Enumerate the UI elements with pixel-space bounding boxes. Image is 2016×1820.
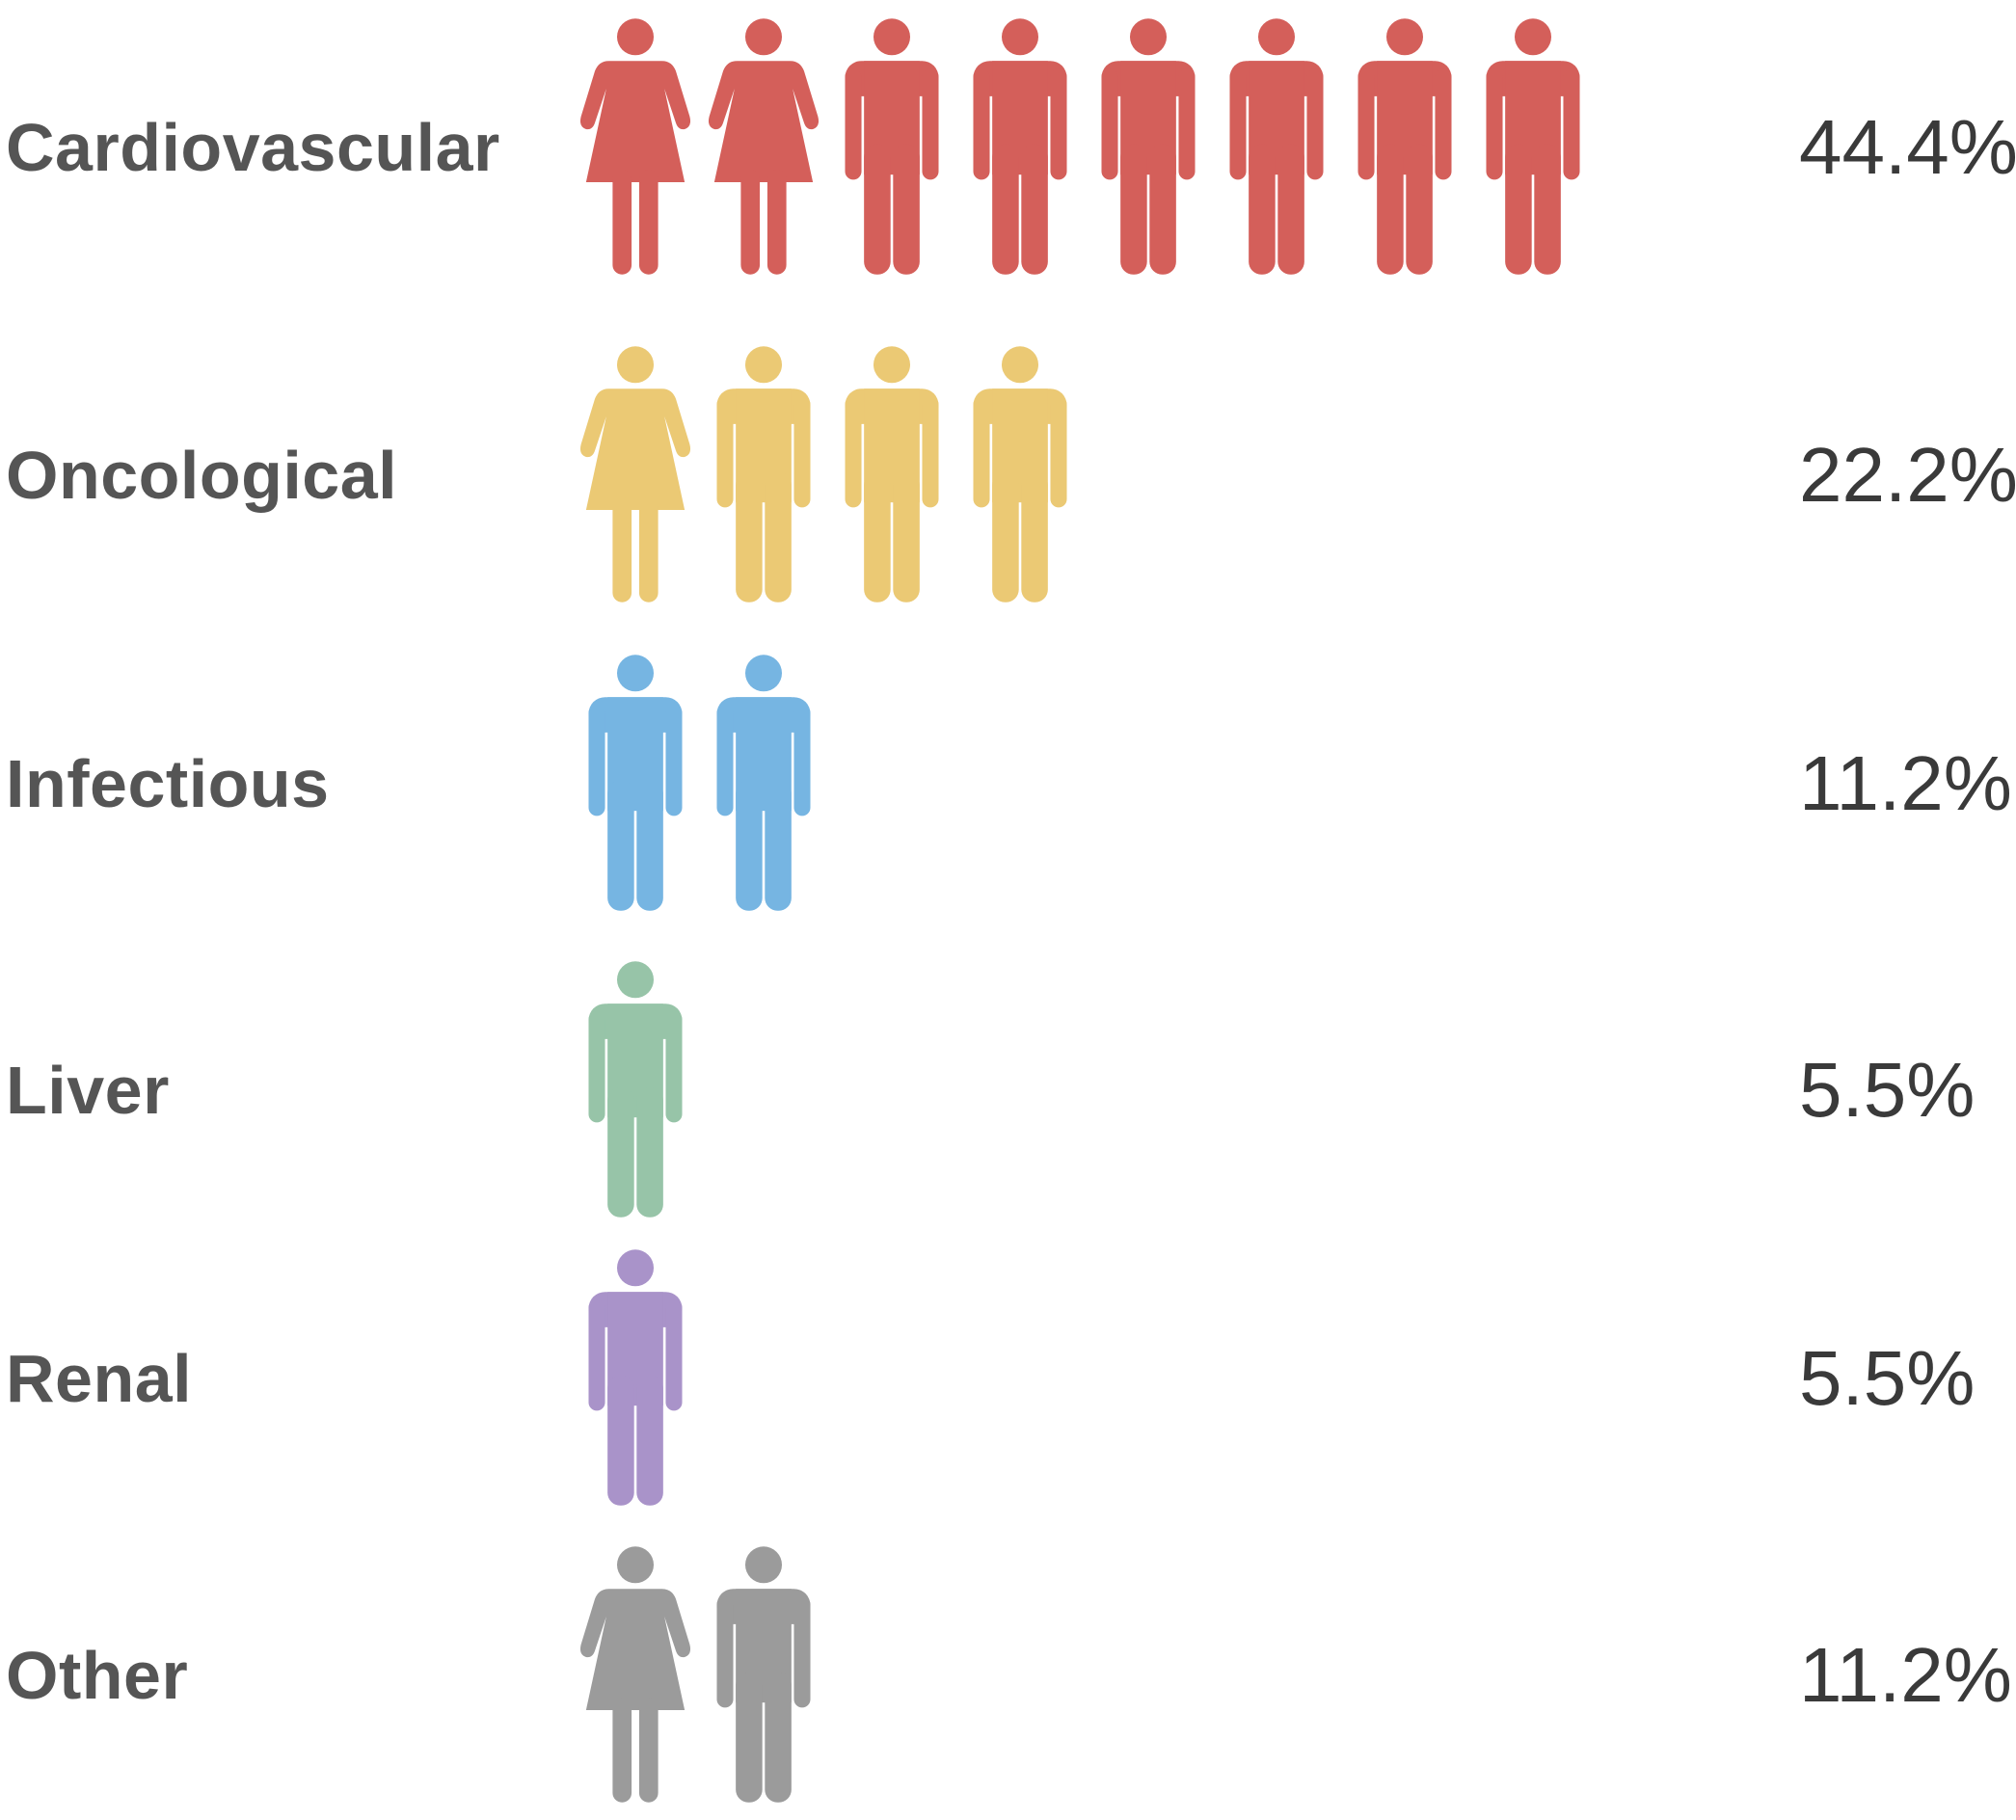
male-person-icon — [1357, 18, 1452, 275]
category-label: Other — [6, 1638, 189, 1713]
female-person-icon — [708, 18, 820, 275]
percentage-label: 5.5% — [1799, 1335, 1976, 1421]
category-label: Renal — [6, 1341, 193, 1416]
percentage-label: 11.2% — [1799, 1632, 2012, 1718]
percentage-label: 22.2% — [1799, 432, 2016, 518]
percentage-label: 5.5% — [1799, 1047, 1976, 1133]
icon-group — [578, 345, 1077, 605]
male-person-icon — [588, 1249, 683, 1506]
male-person-icon — [973, 18, 1067, 275]
male-person-icon — [845, 18, 939, 275]
male-person-icon — [1486, 18, 1580, 275]
percentage-label: 11.2% — [1799, 740, 2012, 826]
female-person-icon — [579, 18, 691, 275]
female-person-icon — [579, 346, 691, 602]
icon-group — [578, 1545, 820, 1806]
category-label: Liver — [6, 1053, 170, 1128]
male-person-icon — [1101, 18, 1196, 275]
male-person-icon — [973, 346, 1067, 602]
row-renal: Renal 5.5% — [0, 1234, 2016, 1523]
male-person-icon — [1229, 18, 1324, 275]
male-person-icon — [588, 961, 683, 1218]
percentage-label: 44.4% — [1799, 104, 2016, 190]
female-person-icon — [579, 1546, 691, 1803]
icon-group — [578, 654, 820, 914]
male-person-icon — [716, 655, 811, 911]
category-label: Oncological — [6, 438, 398, 513]
category-label: Cardiovascular — [6, 110, 500, 185]
row-oncological: Oncological 22.2% — [0, 331, 2016, 620]
male-person-icon — [716, 346, 811, 602]
icon-group — [578, 1248, 692, 1509]
male-person-icon — [716, 1546, 811, 1803]
male-person-icon — [845, 346, 939, 602]
row-cardiovascular: Cardiovascular — [0, 3, 2016, 292]
row-liver: Liver 5.5% — [0, 946, 2016, 1235]
category-label: Infectious — [6, 746, 330, 821]
male-person-icon — [588, 655, 683, 911]
icon-group — [578, 960, 692, 1220]
row-infectious: Infectious 11.2% — [0, 639, 2016, 928]
row-other: Other 11.2% — [0, 1531, 2016, 1820]
icon-group — [578, 17, 1590, 278]
